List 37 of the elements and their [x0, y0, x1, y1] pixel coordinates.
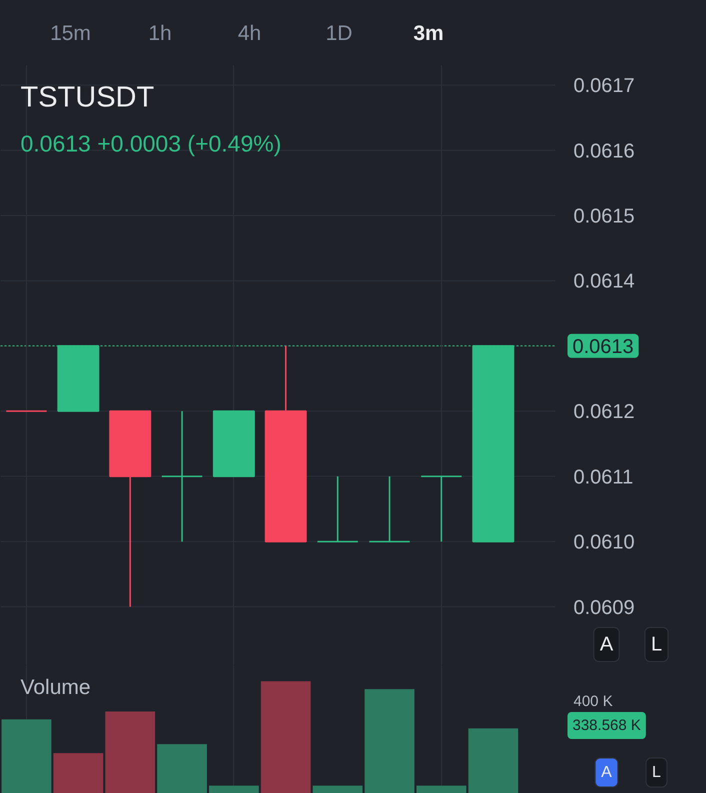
- bar: [468, 728, 518, 793]
- text: 0.0613 +0.0003 (+0.49%): [20, 130, 282, 156]
- text: TSTUSDT: [20, 82, 154, 114]
- text: 4h: [238, 22, 262, 45]
- text: L: [652, 764, 662, 781]
- text: A: [600, 634, 614, 656]
- bar: [260, 681, 311, 793]
- y-tick-label: 0.0617: [574, 75, 635, 98]
- text: 400 K: [574, 693, 613, 710]
- text: 15m: [50, 22, 91, 45]
- candlestick: [316, 476, 359, 542]
- text: A: [601, 764, 612, 781]
- candlestick: [420, 476, 462, 542]
- text: 1D: [326, 22, 352, 45]
- bar: [312, 786, 363, 793]
- candlestick: [161, 410, 204, 542]
- bar: [209, 786, 259, 793]
- y-tick-label: 0.0611: [574, 466, 634, 488]
- ref-line-label: 0.0613: [572, 336, 634, 358]
- bar: [105, 712, 156, 793]
- candlestick: [368, 476, 410, 542]
- bar: [53, 753, 104, 793]
- y-tick-label: 0.0616: [574, 140, 635, 162]
- y-tick-label: 0.0609: [574, 596, 635, 619]
- bar: [2, 719, 52, 793]
- bar: [416, 786, 466, 793]
- y-tick-label: 0.0610: [574, 532, 635, 554]
- text: 1h: [148, 22, 172, 45]
- bar: [364, 689, 414, 793]
- text: 3m: [413, 22, 444, 45]
- bar: [157, 744, 207, 793]
- y-tick-label: 0.0614: [574, 270, 635, 293]
- text: L: [650, 634, 662, 656]
- y-tick-label: 0.0612: [574, 401, 635, 424]
- chart-title: Volume: [20, 676, 91, 699]
- y-tick-label: 0.0615: [574, 206, 635, 228]
- text: 338.568 K: [572, 717, 641, 734]
